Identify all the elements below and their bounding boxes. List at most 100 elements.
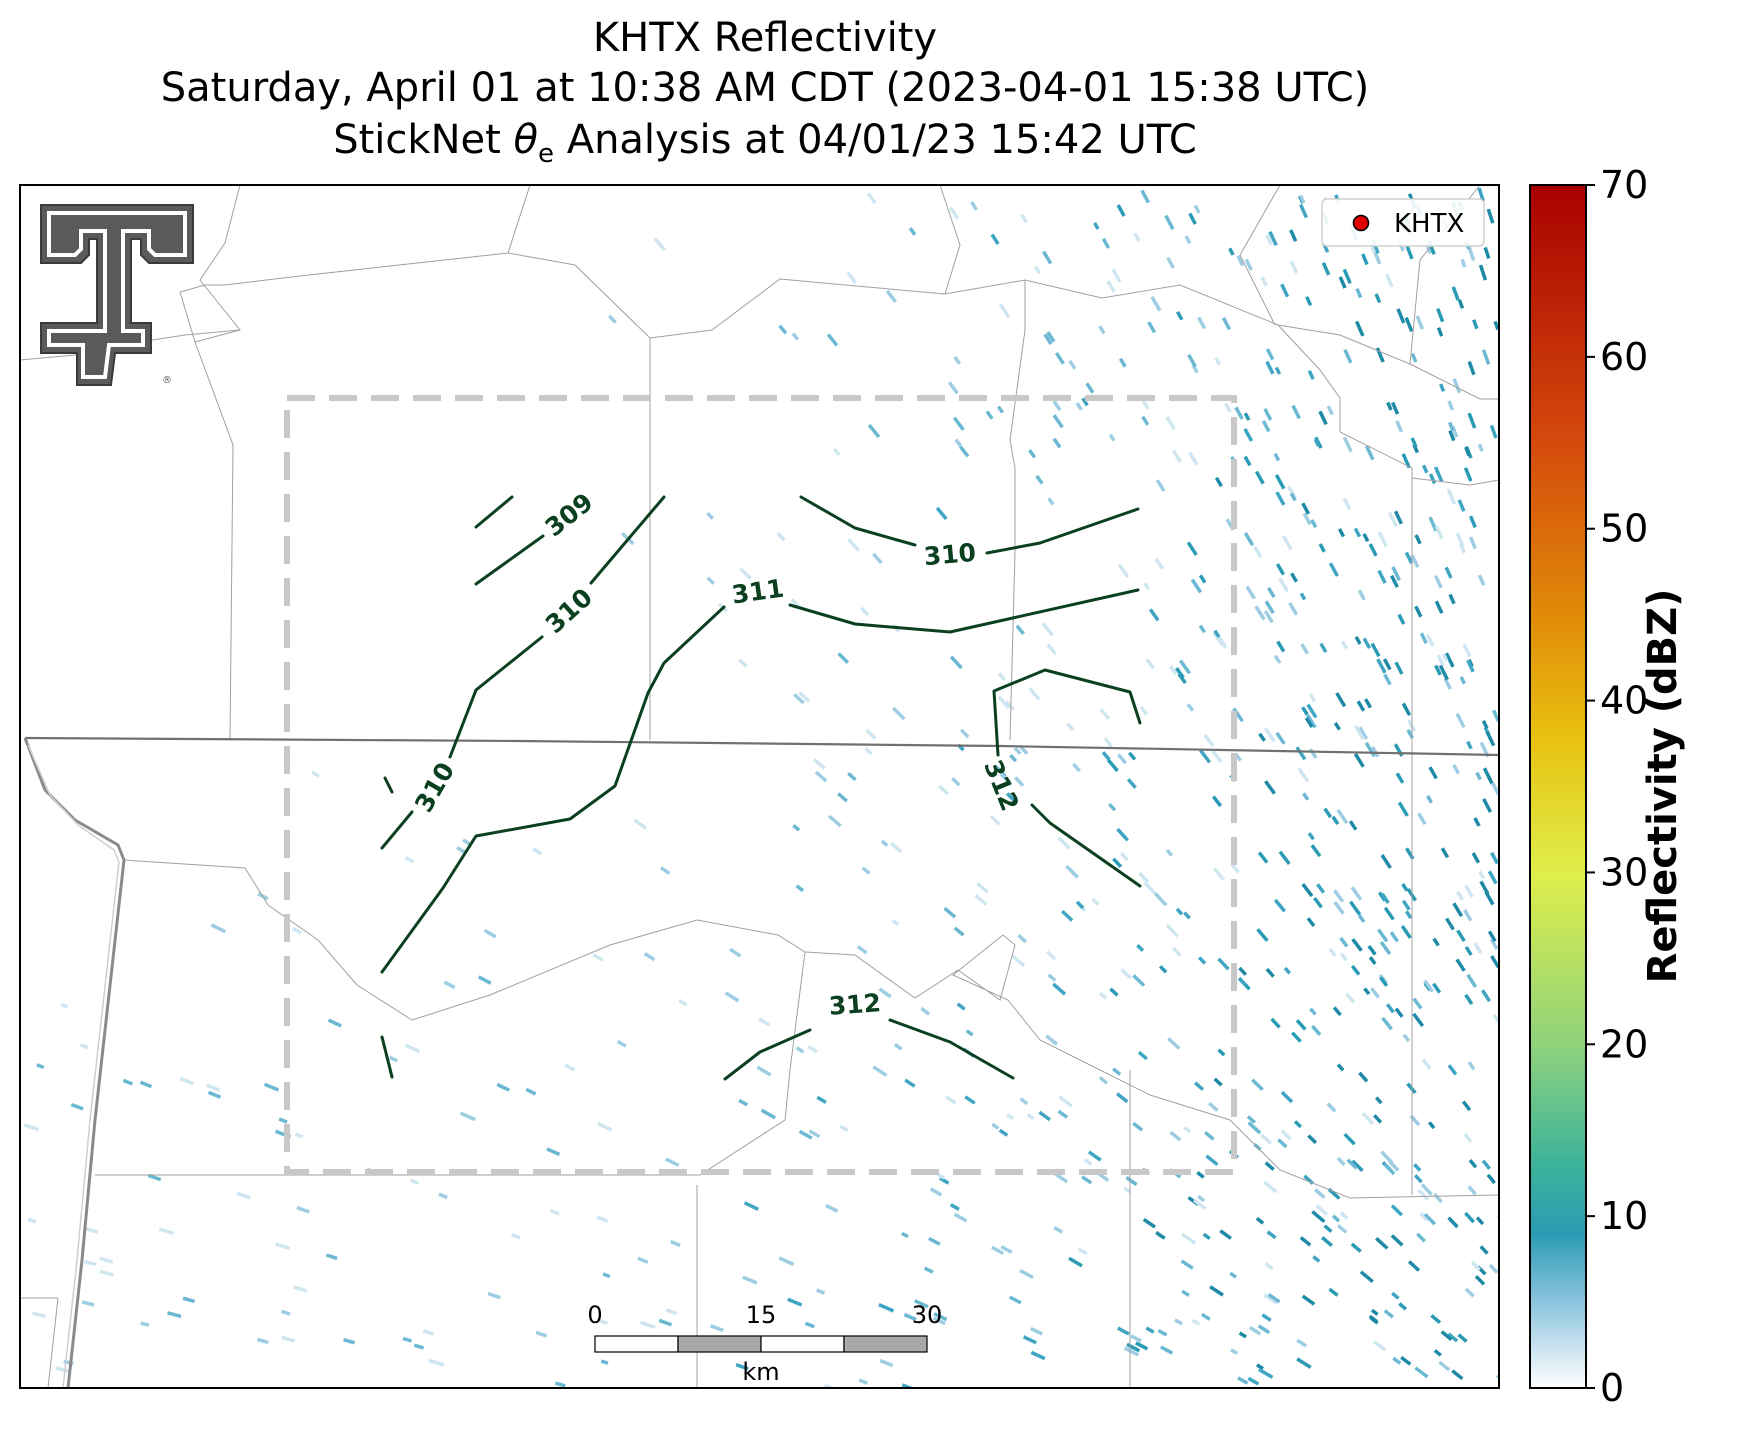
colorbar-tick-label: 50 [1600, 507, 1648, 551]
radar-echo [1396, 308, 1406, 324]
radar-echo [1058, 1095, 1073, 1108]
radar-echo [293, 1285, 308, 1293]
radar-echo [1464, 993, 1474, 1006]
radar-echo [81, 1300, 95, 1307]
radar-echo [1470, 1260, 1481, 1272]
radar-echo [1169, 1130, 1182, 1142]
radar-echo [1391, 566, 1401, 582]
radar-echo [422, 1329, 435, 1336]
radar-echo [1274, 366, 1282, 375]
colorbar-tick-label: 0 [1600, 1366, 1624, 1410]
radar-echo [1191, 1318, 1201, 1326]
radar-echo [1478, 264, 1488, 281]
legend-label: KHTX [1394, 209, 1464, 239]
radar-echo [1353, 724, 1365, 740]
radar-echo [990, 233, 1000, 245]
radar-echo [1159, 1345, 1174, 1355]
radar-echo [991, 1245, 1005, 1255]
radar-echo [1323, 1224, 1333, 1233]
radar-echo [1402, 1033, 1411, 1043]
radar-echo [1280, 1090, 1294, 1104]
radar-echo [1434, 525, 1444, 540]
map-background [20, 185, 1499, 1388]
radar-echo [1481, 719, 1489, 729]
radar-echo [1351, 1159, 1364, 1172]
radar-echo [1336, 1063, 1345, 1072]
radar-echo [858, 1378, 869, 1385]
county-border [194, 341, 234, 741]
radar-echo [1395, 420, 1404, 433]
radar-echo [991, 1122, 1000, 1130]
radar-echo [1319, 642, 1328, 653]
radar-echo [1120, 968, 1132, 980]
radar-echo [1354, 320, 1365, 337]
radar-echo [294, 1132, 304, 1139]
radar-echo [1038, 1110, 1052, 1122]
radar-echo [1305, 714, 1317, 729]
radar-echo [596, 1215, 609, 1223]
radar-echo [1281, 535, 1293, 551]
radar-echo [1464, 446, 1471, 457]
radar-echo [778, 324, 788, 335]
radar-echo [477, 975, 492, 985]
radar-echo [1466, 659, 1475, 673]
radar-echo [1405, 244, 1414, 260]
radar-echo [1175, 310, 1184, 321]
radar-echo [1155, 1231, 1166, 1240]
state-border-tn-al [24, 736, 1499, 757]
radar-echo [1339, 952, 1348, 962]
radar-echo [1331, 1214, 1341, 1223]
radar-echo [278, 1117, 288, 1124]
radar-echo [1447, 1332, 1459, 1343]
radar-echo [1414, 1366, 1429, 1379]
radar-echo [1379, 940, 1392, 956]
radar-echo [739, 567, 752, 580]
radar-echo [1256, 1363, 1264, 1371]
radar-echo [1331, 815, 1340, 825]
radar-echo [1417, 1188, 1430, 1201]
contour-310-east [799, 495, 917, 547]
radar-echo [1456, 890, 1464, 901]
radar-echo [839, 1124, 849, 1133]
radar-echo [860, 606, 870, 617]
radar-echo [1143, 881, 1157, 895]
radar-echo [1434, 600, 1444, 614]
radar-echo [1446, 488, 1457, 505]
radar-echo [1358, 726, 1369, 740]
radar-echo [1440, 847, 1450, 859]
radar-echo [1373, 1340, 1387, 1352]
colorbar-tick-label: 30 [1600, 850, 1648, 894]
radar-echo [932, 1316, 946, 1326]
radar-echo [1315, 1204, 1329, 1216]
radar-echo [861, 866, 871, 875]
radar-echo [1423, 1212, 1437, 1226]
radar-echo [1142, 1217, 1156, 1229]
radar-echo [405, 1043, 421, 1054]
radar-echo [1128, 751, 1137, 761]
radar-echo [1154, 557, 1165, 570]
radar-echo [947, 381, 959, 395]
radar-echo [956, 1002, 966, 1011]
radar-echo [1217, 1048, 1226, 1057]
radar-echo [1014, 776, 1025, 787]
radar-echo [1332, 1006, 1342, 1017]
radar-echo [1194, 1081, 1205, 1091]
radar-echo [1066, 722, 1075, 732]
radar-echo [456, 846, 466, 854]
radar-echo [1412, 1012, 1425, 1028]
radar-echo [1313, 438, 1321, 447]
radar-echo [1464, 1287, 1475, 1298]
radar-echo [1452, 378, 1462, 394]
radar-echo [1386, 401, 1393, 411]
radar-echo [1337, 528, 1346, 538]
radar-echo [1273, 654, 1282, 664]
radar-echo [1099, 708, 1111, 720]
radar-echo [1342, 268, 1352, 284]
radar-echo [1481, 1159, 1491, 1170]
radar-echo [1117, 563, 1130, 579]
radar-echo [182, 1296, 196, 1304]
radar-echo [1433, 1349, 1442, 1357]
radar-echo [1382, 658, 1392, 671]
radar-echo [1323, 807, 1333, 819]
radar-echo [1087, 1150, 1102, 1162]
